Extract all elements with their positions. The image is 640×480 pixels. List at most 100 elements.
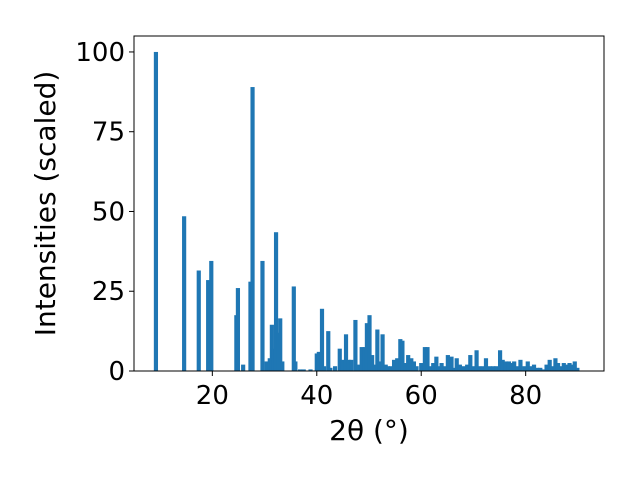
y-tick-label: 50 <box>92 197 125 227</box>
bar <box>503 361 508 371</box>
bar <box>474 350 479 371</box>
y-tick-label: 25 <box>92 277 125 307</box>
bar <box>525 361 530 371</box>
bar <box>547 359 552 371</box>
bar <box>260 260 265 371</box>
bar <box>506 361 512 371</box>
bar <box>400 340 405 371</box>
x-tick-label: 60 <box>405 381 438 411</box>
bar <box>278 318 283 371</box>
bar <box>561 363 566 371</box>
bar <box>326 331 331 371</box>
bar <box>375 329 380 371</box>
bar <box>367 315 372 371</box>
plot-frame <box>133 35 605 372</box>
bar <box>471 366 476 371</box>
x-tick-label: 80 <box>509 381 542 411</box>
bar <box>380 334 385 371</box>
x-tick-label: 40 <box>300 381 333 411</box>
y-tick-label: 75 <box>92 118 125 148</box>
bar <box>564 364 570 371</box>
bar <box>468 355 473 371</box>
bar <box>553 358 558 371</box>
bar <box>522 366 527 371</box>
bar <box>319 308 325 371</box>
bar <box>291 286 296 371</box>
bar <box>497 350 503 371</box>
bar <box>241 364 246 371</box>
bar <box>431 363 436 371</box>
bar <box>269 324 274 371</box>
bar <box>182 216 187 371</box>
bar <box>209 260 214 371</box>
bar <box>349 359 354 371</box>
bar <box>391 359 397 371</box>
bar <box>297 369 303 371</box>
bar <box>550 366 555 371</box>
bar <box>515 366 520 371</box>
bar <box>528 366 533 371</box>
bar <box>572 361 577 371</box>
bar <box>370 355 375 371</box>
bar <box>395 358 400 371</box>
bar <box>449 356 454 371</box>
x-axis-label: 2θ (°) <box>329 414 409 447</box>
bar <box>328 367 333 371</box>
bar <box>457 364 462 371</box>
y-tick-label: 0 <box>108 357 125 387</box>
bar <box>248 281 253 371</box>
bar <box>308 369 313 371</box>
y-axis-label: Intensities (scaled) <box>29 71 62 337</box>
bar <box>535 367 540 371</box>
x-tick-label: 20 <box>196 381 229 411</box>
bar <box>337 348 342 371</box>
bar <box>445 355 450 371</box>
bar <box>273 232 279 371</box>
bar <box>555 363 561 371</box>
bar <box>385 366 390 371</box>
bar <box>425 347 430 371</box>
bar <box>332 366 338 371</box>
bar <box>487 366 492 371</box>
bar <box>575 367 580 371</box>
y-tick-label: 100 <box>75 38 125 68</box>
bar <box>509 363 514 371</box>
bar <box>452 367 457 371</box>
bar <box>439 363 444 371</box>
bar <box>264 361 269 371</box>
bar <box>538 367 543 371</box>
bar <box>322 366 327 371</box>
bar <box>377 361 383 371</box>
bar-series <box>153 51 580 372</box>
bar <box>442 366 447 371</box>
bar <box>477 366 482 371</box>
bar <box>428 366 433 371</box>
bar <box>559 366 564 371</box>
bar <box>567 363 572 371</box>
bar <box>422 347 427 371</box>
bar <box>364 323 369 371</box>
bar <box>541 369 546 371</box>
bar <box>411 361 416 371</box>
bar <box>346 359 351 371</box>
bar <box>512 361 517 371</box>
bar <box>531 364 537 371</box>
bar <box>372 364 377 371</box>
bar <box>544 364 549 371</box>
bar <box>518 359 523 371</box>
y-axis: 0 25 50 75 100 <box>75 38 134 387</box>
bar <box>406 355 411 371</box>
bar <box>280 361 285 371</box>
bar <box>483 358 489 371</box>
bar <box>434 356 439 371</box>
bar <box>343 334 349 371</box>
bar <box>461 366 466 371</box>
bar <box>480 366 485 371</box>
bar <box>293 361 298 371</box>
bar <box>409 358 414 371</box>
bar <box>403 363 408 371</box>
bar <box>250 87 255 372</box>
bar <box>353 319 358 371</box>
bar <box>414 366 419 371</box>
bar <box>340 359 345 371</box>
